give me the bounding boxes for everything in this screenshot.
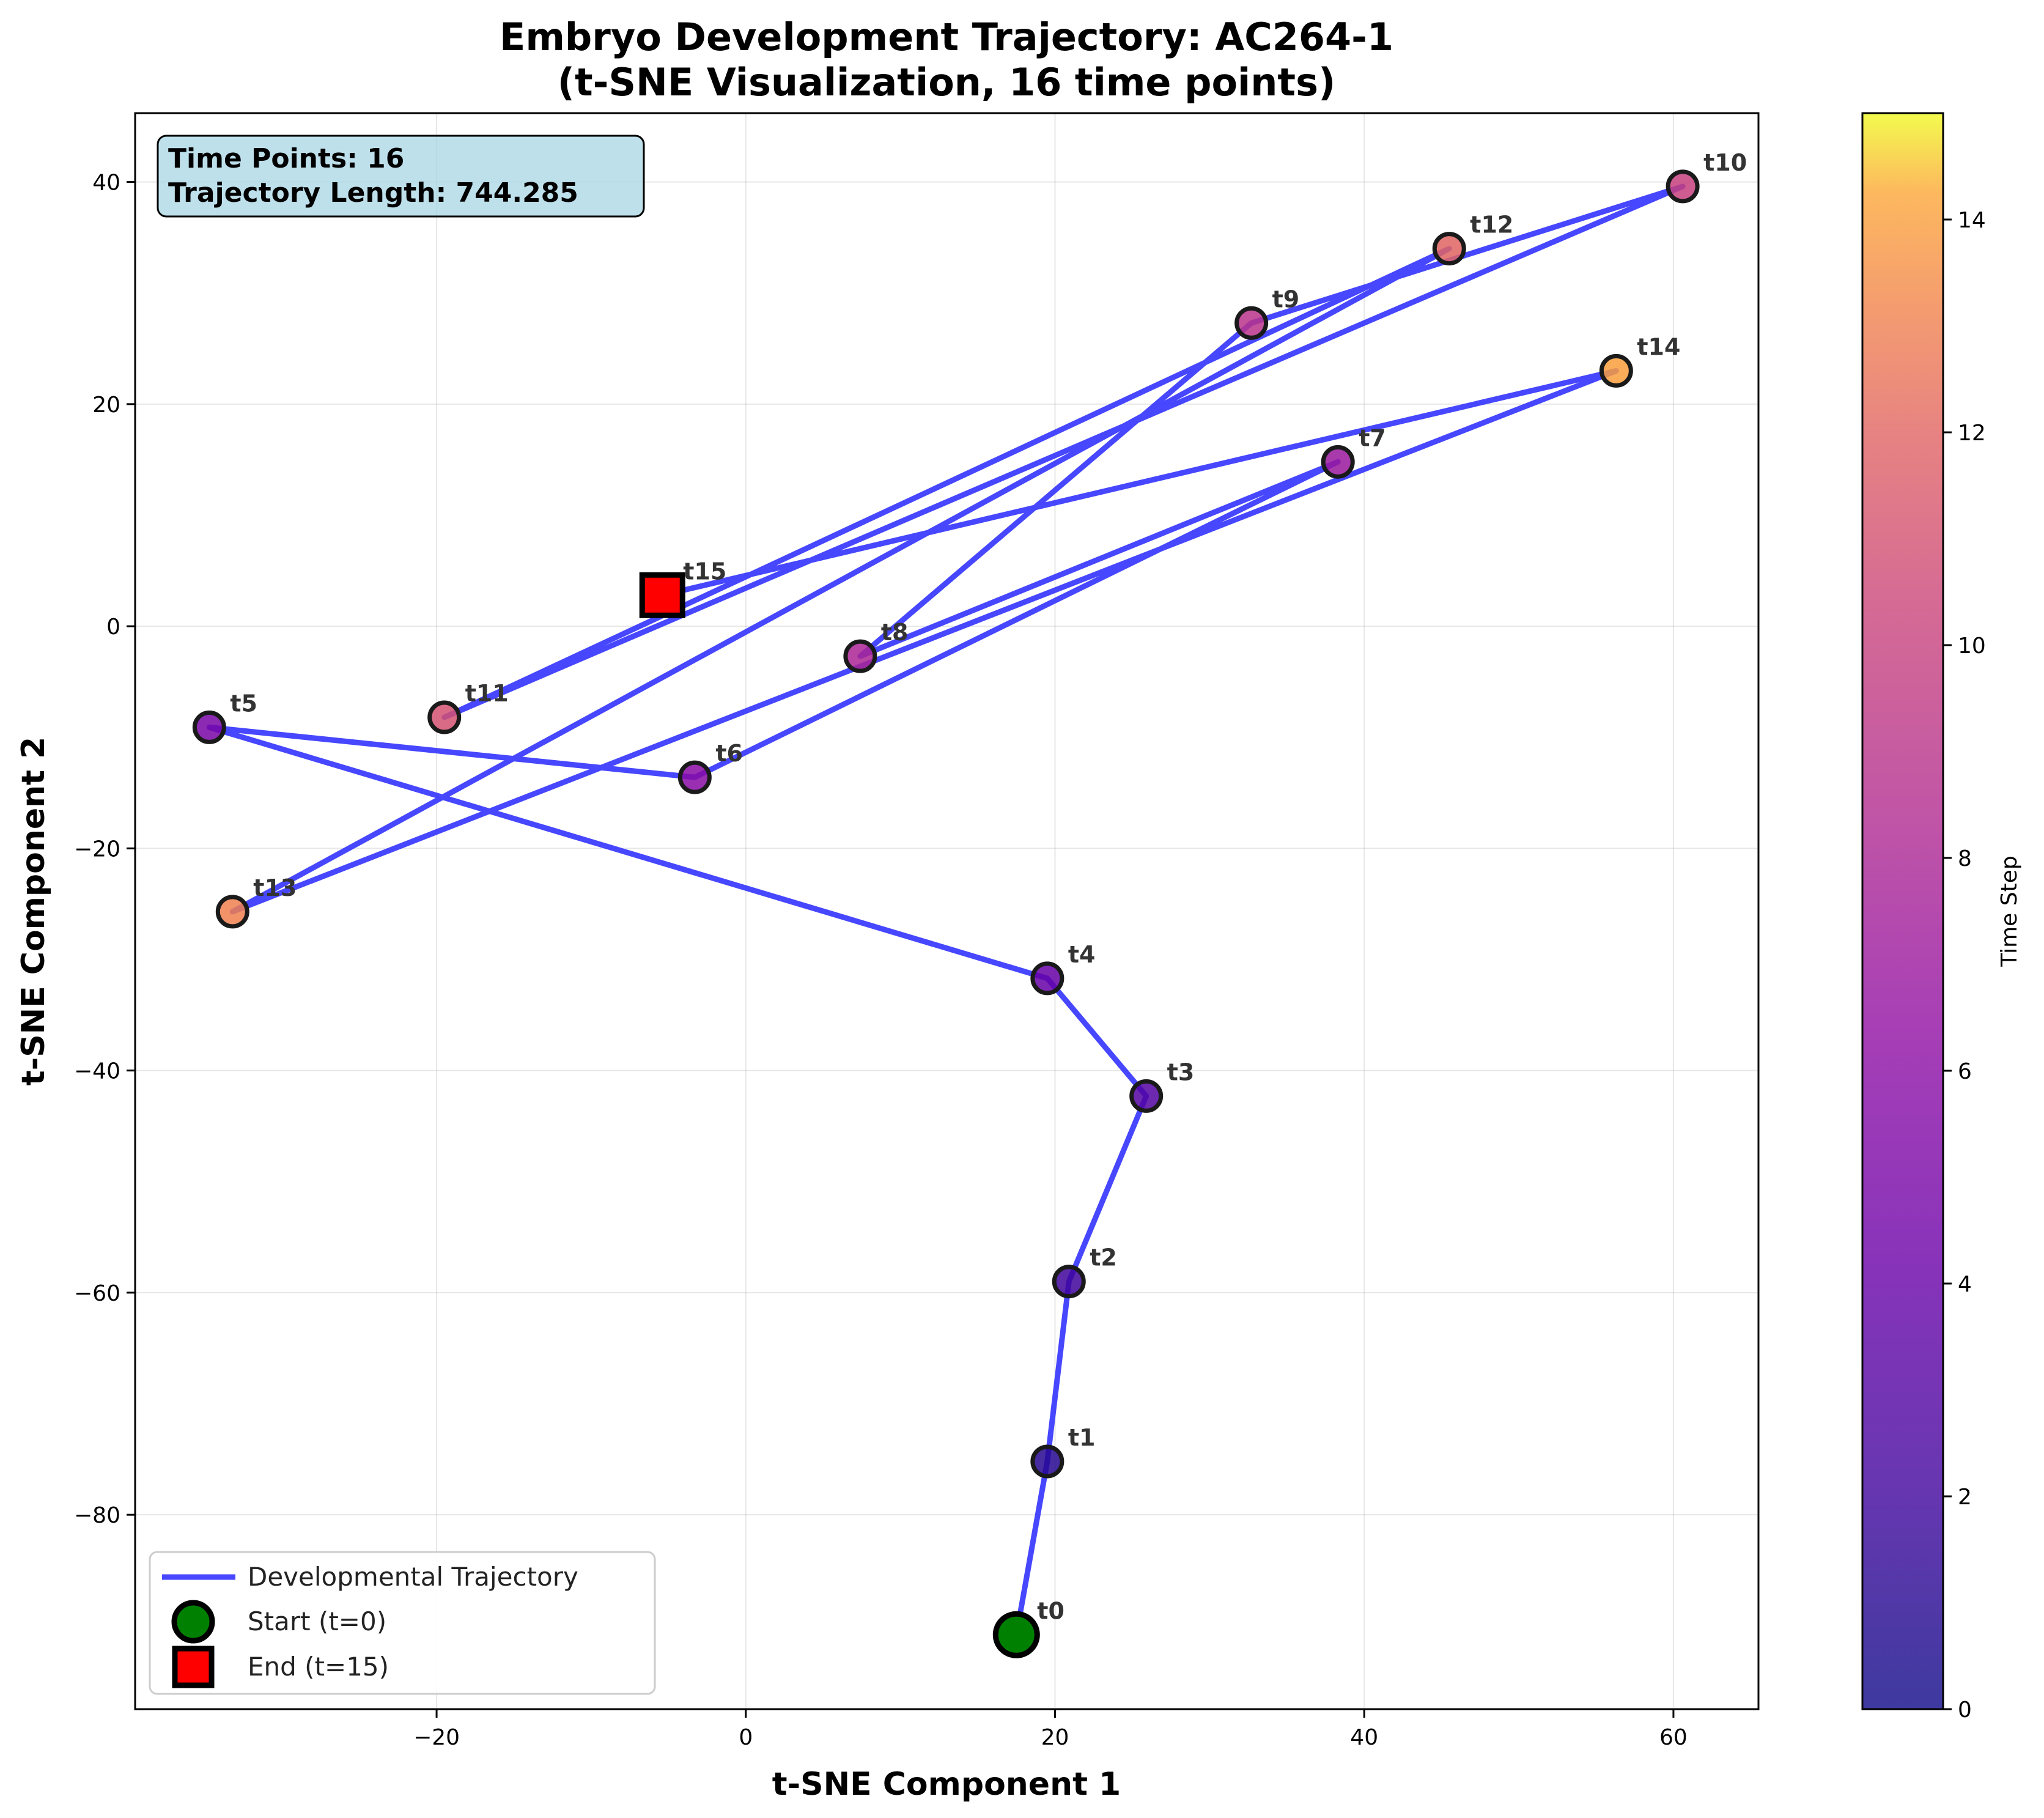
colorbar-tick-label: 0 [1958,1698,1972,1723]
y-tick-label: −60 [74,1281,120,1306]
trajectory-point [843,639,877,673]
y-tick-label: 0 [106,615,120,640]
colorbar-tick-label: 2 [1958,1485,1972,1510]
end-marker [639,572,685,618]
point-label-t5: t5 [230,690,257,717]
colorbar-label: Time Step [1997,855,2022,967]
trajectory-point [1030,1444,1064,1479]
info-box-background [157,135,645,218]
start-marker [992,1611,1040,1658]
y-tick-label: −20 [74,837,120,862]
colorbar-tick-label: 10 [1958,634,1986,659]
point-label-t12: t12 [1470,212,1513,238]
legend-background [149,1551,656,1695]
trajectory-point [1666,169,1700,204]
colorbar-tick-label: 4 [1958,1272,1972,1297]
colorbar-tick-label: 8 [1958,846,1972,871]
x-tick-label: 0 [739,1725,753,1750]
colorbar-tick-label: 6 [1958,1059,1972,1084]
point-labels: t0 t1 t2 t3 t4 t5 t6 t7 t8 t9 t10 t11 t12 t13 t14 t15 [230,149,1747,1624]
trajectory-point [427,700,462,734]
colorbar-frame [1861,112,1944,1710]
point-label-t11: t11 [465,680,509,707]
trajectory-point [1599,353,1633,388]
x-tick-label: 40 [1350,1725,1378,1750]
trajectory-path [206,183,1686,1638]
trajectory-point [1234,306,1269,340]
y-axis-label: t-SNE Component 2 [15,737,52,1086]
y-tick-label: −40 [74,1059,120,1084]
trajectory-point [1432,232,1466,266]
colorbar-gradient [1862,113,1943,1709]
trajectory-point [192,710,226,744]
trajectory-point [1129,1079,1164,1113]
legend: Developmental Trajectory Start (t=0) End… [149,1551,656,1695]
x-tick-label: −20 [413,1725,460,1750]
point-label-t3: t3 [1167,1059,1195,1085]
plot-frame [134,112,1760,1710]
trajectory-point [215,895,249,929]
info-box: Time Points: 16 Trajectory Length: 744.2… [157,135,645,218]
point-label-t2: t2 [1090,1244,1117,1271]
colorbar-ticks: 0 2 4 6 8 10 12 14 [1943,208,1986,1723]
legend-start-label: Start (t=0) [248,1606,386,1636]
point-label-t0: t0 [1037,1597,1064,1624]
point-label-t10: t10 [1703,149,1747,176]
legend-end-swatch [172,1646,215,1688]
plot-area [135,113,1758,1709]
point-label-t13: t13 [253,874,297,901]
legend-end-label: End (t=15) [248,1652,389,1682]
point-label-t8: t8 [881,619,909,646]
point-label-t7: t7 [1359,424,1386,451]
trajectory-points [192,169,1700,1658]
chart-subtitle: (t-SNE Visualization, 16 time points) [558,60,1336,105]
chart-title: Embryo Development Trajectory: AC264-1 [500,15,1393,59]
trajectory-point [1052,1265,1086,1299]
y-tick-label: 40 [92,171,120,196]
colorbar-tick-label: 14 [1958,208,1986,233]
point-label-t15: t15 [683,558,726,585]
x-tick-label: 20 [1041,1725,1069,1750]
trajectory-point [677,760,712,794]
point-label-t14: t14 [1637,333,1680,360]
info-trajectory-length: Trajectory Length: 744.285 [168,177,578,209]
trajectory-line [206,183,1686,1638]
axis-ticks: −20 0 20 40 60 −80 −60 −40 −20 0 20 40 [74,171,1688,1750]
point-label-t6: t6 [715,740,743,767]
point-label-t1: t1 [1068,1424,1096,1451]
trajectory-point [1030,961,1064,996]
legend-trajectory-label: Developmental Trajectory [248,1562,578,1592]
y-tick-label: 20 [92,393,120,418]
info-time-points: Time Points: 16 [168,143,404,174]
y-tick-label: −80 [74,1503,120,1528]
point-label-t9: t9 [1272,286,1300,312]
legend-start-swatch [171,1600,215,1644]
x-tick-label: 60 [1659,1725,1688,1750]
colorbar-tick-label: 12 [1958,421,1986,446]
x-axis-label: t-SNE Component 1 [772,1766,1121,1803]
point-label-t4: t4 [1068,941,1096,968]
trajectory-point [1321,445,1355,479]
colorbar: 0 2 4 6 8 10 12 14 Time Step [1861,112,2022,1723]
